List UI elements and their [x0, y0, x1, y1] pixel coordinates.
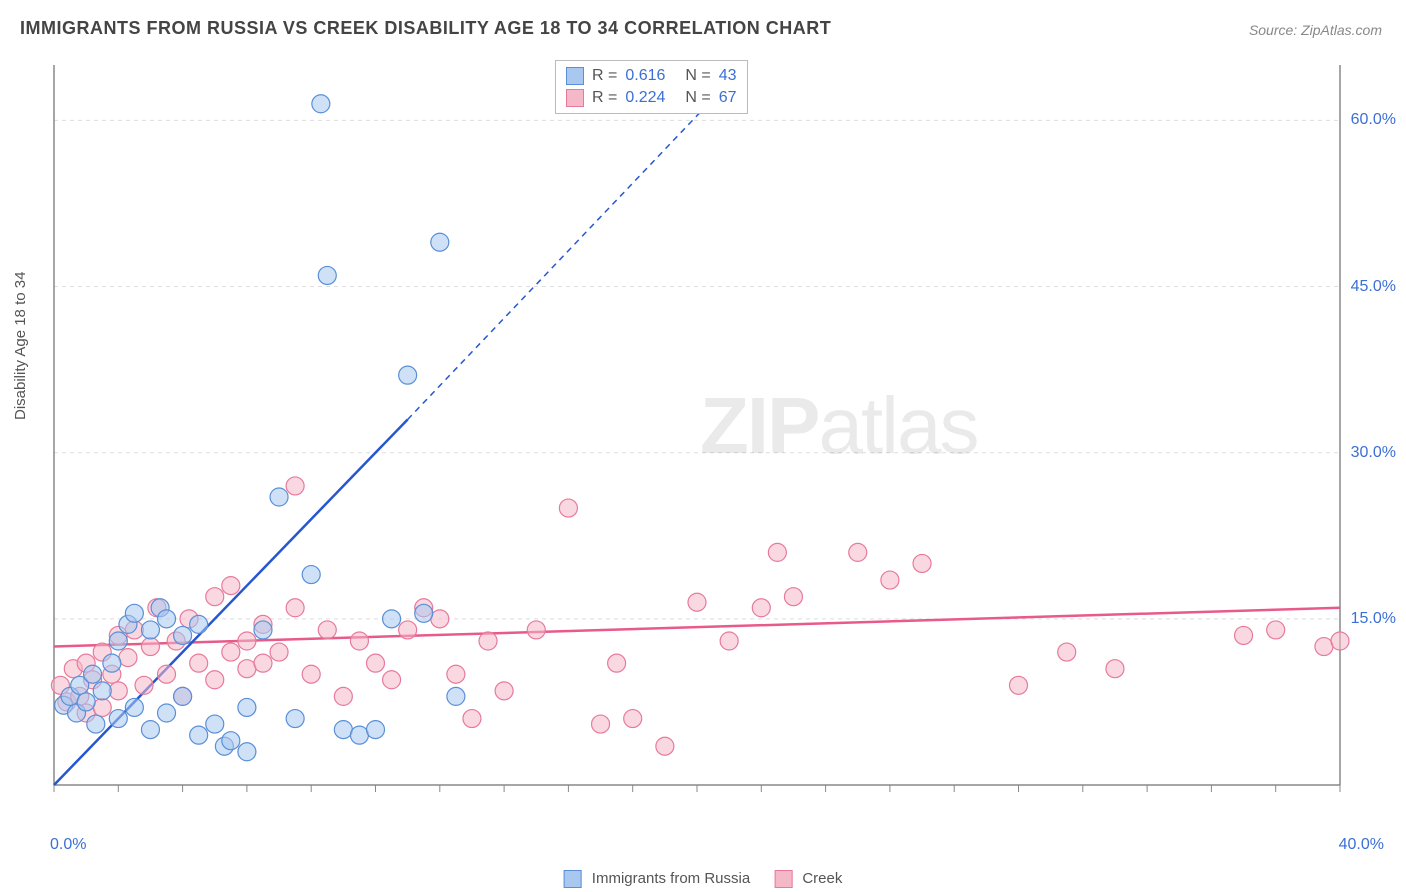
- legend-label-1: Immigrants from Russia: [592, 870, 750, 887]
- stat-r-value-2: 0.224: [625, 89, 665, 107]
- y-axis-label: Disability Age 18 to 34: [12, 272, 29, 420]
- legend-swatch-icon: [774, 870, 792, 888]
- y-tick-label: 45.0%: [1351, 278, 1396, 296]
- legend-swatch-1: [566, 67, 584, 85]
- stat-r-value-1: 0.616: [625, 67, 665, 85]
- stat-n-value-1: 43: [719, 67, 737, 85]
- legend-item-1: Immigrants from Russia: [564, 870, 751, 888]
- y-tick-label: 30.0%: [1351, 444, 1396, 462]
- stats-legend: R = 0.616 N = 43 R = 0.224 N = 67: [555, 60, 748, 114]
- source-attribution: Source: ZipAtlas.com: [1249, 22, 1382, 38]
- stat-r-label: R =: [592, 89, 617, 107]
- y-tick-label: 15.0%: [1351, 610, 1396, 628]
- stat-n-label: N =: [685, 89, 710, 107]
- x-axis-end-label: 40.0%: [1339, 836, 1384, 854]
- series-legend: Immigrants from Russia Creek: [564, 870, 843, 888]
- stats-row-series2: R = 0.224 N = 67: [566, 87, 737, 109]
- legend-label-2: Creek: [802, 870, 842, 887]
- scatter-chart: [50, 55, 1370, 815]
- y-tick-label: 60.0%: [1351, 111, 1396, 129]
- x-axis-start-label: 0.0%: [50, 836, 86, 854]
- chart-title: IMMIGRANTS FROM RUSSIA VS CREEK DISABILI…: [20, 18, 831, 39]
- stat-n-value-2: 67: [719, 89, 737, 107]
- legend-swatch-icon: [564, 870, 582, 888]
- stats-row-series1: R = 0.616 N = 43: [566, 65, 737, 87]
- legend-item-2: Creek: [774, 870, 842, 888]
- plot-area: [50, 55, 1370, 815]
- stat-r-label: R =: [592, 67, 617, 85]
- stat-n-label: N =: [685, 67, 710, 85]
- legend-swatch-2: [566, 89, 584, 107]
